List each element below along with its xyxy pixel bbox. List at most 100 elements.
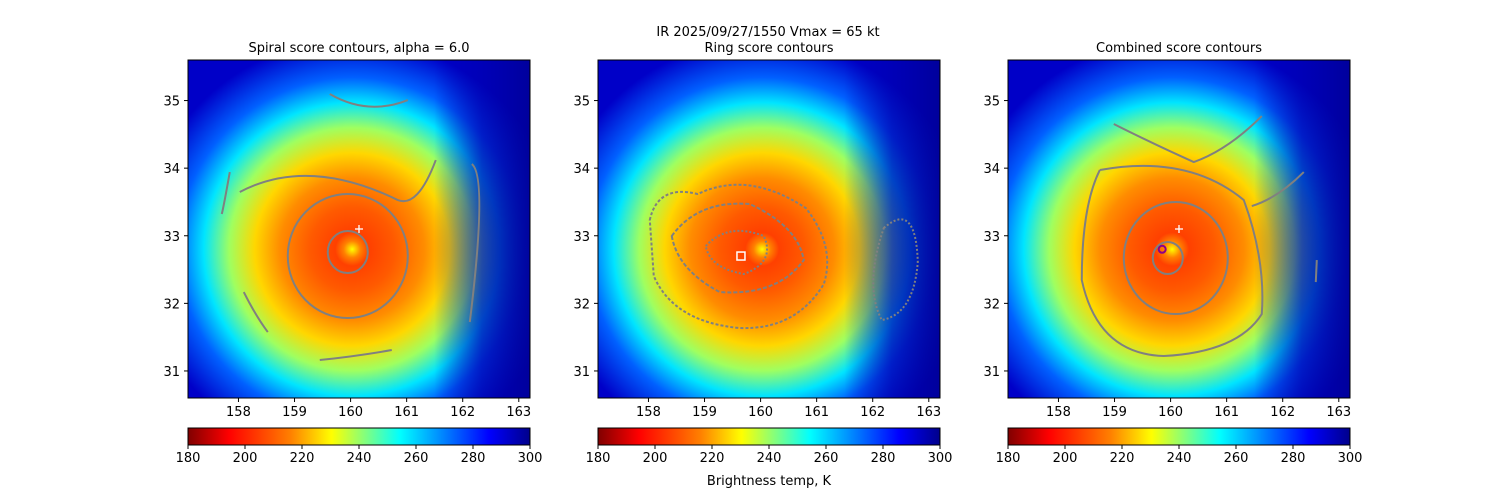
contour-northeast-arc	[1251, 171, 1305, 207]
y-tick-label: 32	[573, 297, 590, 312]
contour-middle	[1122, 201, 1229, 316]
x-tick-label: 162	[450, 405, 475, 420]
y-tick-label: 33	[983, 230, 1000, 245]
contour-inner	[1151, 241, 1184, 276]
heatmap-image	[1008, 60, 1350, 398]
y-tick-label: 34	[983, 162, 1000, 177]
contour-ring-outer	[648, 183, 829, 330]
colorbar-tick-label: 260	[814, 451, 839, 466]
axes-frame	[597, 59, 941, 399]
colorbar-tick-label: 260	[404, 451, 429, 466]
colorbar-tick-label: 280	[871, 451, 896, 466]
x-tick-label: 161	[394, 405, 419, 420]
contour-north-arc	[1113, 115, 1263, 164]
y-tick-label: 31	[573, 365, 590, 380]
colorbar-tick-label: 220	[290, 451, 315, 466]
panels: Spiral score contours, alpha = 6.0 158 159…	[163, 41, 1362, 489]
colorbar-tick-label: 300	[518, 451, 543, 466]
colorbar-tick-label: 200	[233, 451, 258, 466]
heatmap-eastern-clear-air	[598, 60, 940, 398]
colorbar-tick-label: 280	[461, 451, 486, 466]
contour-inner	[326, 230, 369, 275]
colorbar-tick-label: 300	[928, 451, 953, 466]
colorbar-tick-label: 240	[1167, 451, 1192, 466]
colorbar: 180 200 220 240 260 280 300	[996, 427, 1363, 466]
colorbar-tick-label: 280	[1281, 451, 1306, 466]
contour-set	[648, 183, 919, 330]
y-tick-label: 34	[163, 162, 180, 177]
contour-north-arc	[329, 93, 409, 108]
contour-outer-arc	[239, 159, 437, 203]
x-tick-label: 161	[1214, 405, 1239, 420]
x-tick-label: 163	[1326, 405, 1351, 420]
colorbar-tick-label: 240	[347, 451, 372, 466]
contour-set	[1080, 115, 1318, 358]
y-tick-label: 34	[573, 162, 590, 177]
score-center-marker	[736, 251, 746, 261]
colorbar-tick-label: 200	[1053, 451, 1078, 466]
best-track-center-marker	[355, 225, 363, 233]
x-tick-label: 160	[748, 405, 773, 420]
x-tick-label: 158	[1046, 405, 1071, 420]
score-center-marker	[1157, 244, 1167, 254]
colorbar: 180 200 220 240 260 280 300	[176, 427, 543, 466]
axes-frame	[187, 59, 531, 399]
colorbar-tick-label: 180	[176, 451, 201, 466]
x-tick-label: 160	[338, 405, 363, 420]
x-tick-label: 159	[692, 405, 717, 420]
contour-set	[220, 93, 481, 362]
colorbar-tick-label: 220	[1110, 451, 1135, 466]
y-tick-label: 33	[163, 230, 180, 245]
contour-east-arc	[468, 163, 481, 323]
y-tick-label: 31	[983, 365, 1000, 380]
contour-ring-middle	[670, 202, 805, 294]
contour-east-band	[872, 218, 919, 322]
colorbar-tick-label: 180	[586, 451, 611, 466]
figure-suptitle: IR 2025/09/27/1550 Vmax = 65 kt	[656, 25, 879, 40]
y-tick-label: 35	[163, 95, 180, 110]
colorbar: 180 200 220 240 260 280 300 Brightness temp, K	[586, 427, 953, 489]
x-tick-label: 163	[916, 405, 941, 420]
y-tick-label: 31	[163, 365, 180, 380]
colorbar-gradient	[187, 427, 531, 446]
colorbar-tick-label: 260	[1224, 451, 1249, 466]
axes-frame	[1007, 59, 1351, 399]
x-tick-label: 158	[636, 405, 661, 420]
best-track-center-marker	[1175, 225, 1183, 233]
x-tick-label: 159	[282, 405, 307, 420]
colorbar-gradient	[1007, 427, 1351, 446]
colorbar-gradient	[597, 427, 941, 446]
colorbar-tick-label: 240	[757, 451, 782, 466]
contour-southwest-arc	[242, 291, 269, 333]
x-tick-label: 158	[226, 405, 251, 420]
y-tick-label: 33	[573, 230, 590, 245]
y-tick-label: 32	[983, 297, 1000, 312]
panel-title: Combined score contours	[1096, 41, 1262, 56]
y-tick-label: 35	[573, 95, 590, 110]
panel-title: Spiral score contours, alpha = 6.0	[248, 41, 469, 56]
panel-1: Spiral score contours, alpha = 6.0 158 159…	[163, 41, 542, 466]
contour-west-arc	[220, 171, 231, 215]
y-tick-label: 35	[983, 95, 1000, 110]
colorbar-tick-label: 300	[1338, 451, 1363, 466]
colorbar-label: Brightness temp, K	[707, 474, 832, 489]
contour-middle	[286, 193, 409, 320]
panel-2: Ring score contours 158 159 160 161 162 163 31 3…	[573, 41, 952, 489]
x-tick-label: 161	[804, 405, 829, 420]
x-tick-label: 162	[1270, 405, 1295, 420]
x-tick-label: 163	[506, 405, 531, 420]
contour-ring-inner	[704, 229, 769, 276]
x-tick-label: 160	[1158, 405, 1183, 420]
y-tick-label: 32	[163, 297, 180, 312]
panel-title: Ring score contours	[704, 41, 833, 56]
x-tick-label: 159	[1102, 405, 1127, 420]
heatmap-image	[598, 60, 940, 398]
colorbar-tick-label: 180	[996, 451, 1021, 466]
x-tick-label: 162	[860, 405, 885, 420]
panel-3: Combined score contours 158 159 160 161 162 16…	[983, 41, 1362, 466]
contour-south-arc	[319, 349, 392, 362]
contour-outer	[1080, 164, 1264, 358]
colorbar-tick-label: 200	[643, 451, 668, 466]
contour-east-arc	[1314, 259, 1318, 283]
